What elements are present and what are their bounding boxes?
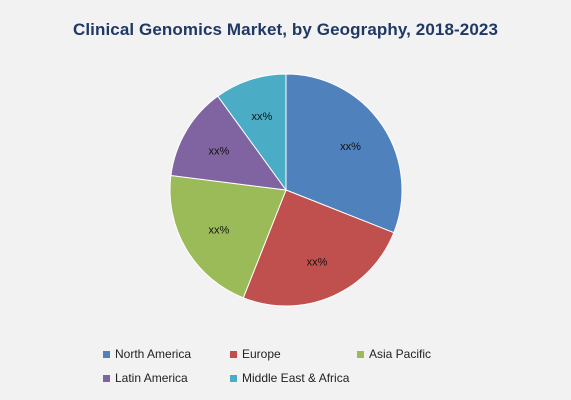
legend-swatch-asia-pacific bbox=[357, 350, 364, 358]
legend-swatch-europe bbox=[230, 350, 237, 358]
legend-swatch-latin-america bbox=[103, 374, 110, 382]
pie-slice-middle-east-africa bbox=[217, 73, 287, 192]
pie-data-labels: xx% xx% xx% xx% xx% bbox=[209, 111, 362, 269]
pie-slice-europe bbox=[242, 189, 395, 307]
pie-slice-latin-america bbox=[170, 95, 288, 191]
data-label-europe: xx% bbox=[307, 257, 328, 269]
legend-item-europe: Europe bbox=[230, 347, 357, 361]
pie-slice-north-america bbox=[285, 73, 403, 234]
data-label-asia-pacific: xx% bbox=[209, 225, 230, 237]
data-label-middle-east-africa: xx% bbox=[252, 111, 273, 123]
legend-label-europe: Europe bbox=[242, 347, 281, 361]
legend-row-1: North America Europe Asia Pacific bbox=[103, 342, 503, 366]
legend-row-2: Latin America Middle East & Africa bbox=[103, 366, 503, 390]
legend-label-middle-east-africa: Middle East & Africa bbox=[242, 371, 350, 385]
legend-item-asia-pacific: Asia Pacific bbox=[357, 347, 503, 361]
legend-item-north-america: North America bbox=[103, 347, 230, 361]
pie-slice-asia-pacific bbox=[169, 174, 287, 299]
legend-label-north-america: North America bbox=[115, 347, 192, 361]
legend-label-asia-pacific: Asia Pacific bbox=[369, 347, 432, 361]
legend: North America Europe Asia Pacific Latin … bbox=[103, 342, 503, 390]
pie-slices bbox=[169, 73, 403, 307]
legend-item-latin-america: Latin America bbox=[103, 371, 230, 385]
chart-title: Clinical Genomics Market, by Geography, … bbox=[72, 20, 499, 39]
legend-item-middle-east-africa: Middle East & Africa bbox=[230, 371, 349, 385]
legend-label-latin-america: Latin America bbox=[115, 371, 188, 385]
data-label-latin-america: xx% bbox=[209, 145, 230, 157]
legend-swatch-middle-east-africa bbox=[230, 374, 237, 382]
legend-swatch-north-america bbox=[103, 350, 110, 358]
data-label-north-america: xx% bbox=[340, 141, 361, 153]
